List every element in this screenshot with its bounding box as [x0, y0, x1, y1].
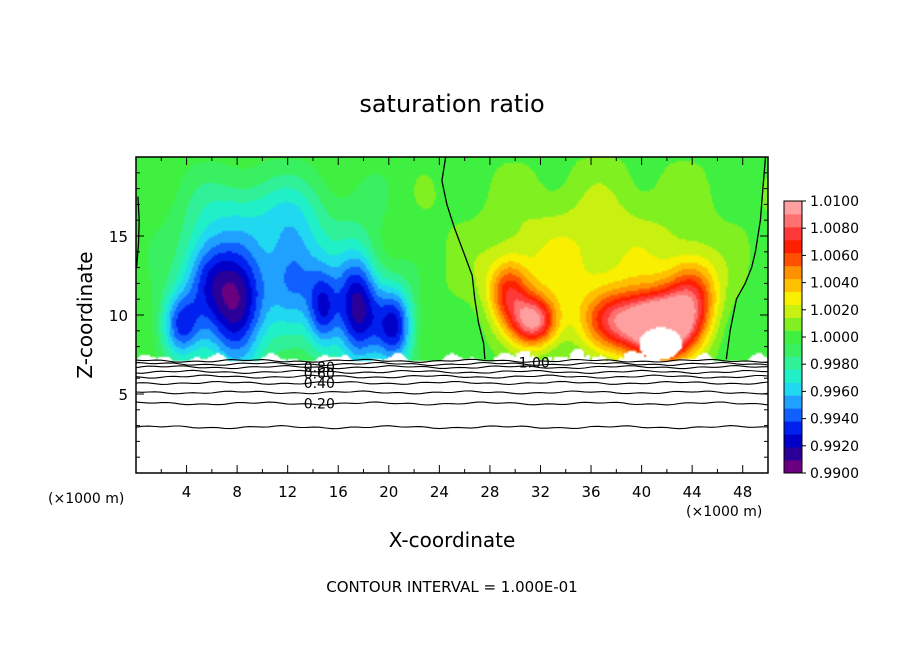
colorbar-swatch [784, 343, 802, 357]
contour-line [135, 401, 769, 406]
colorbar-swatch [784, 252, 802, 267]
contour-line [135, 390, 769, 395]
contour-line [135, 365, 769, 370]
x-tick-label: 40 [632, 483, 651, 501]
contour-lines [135, 156, 769, 430]
x-axis-ticks: 4 8 12 16 20 24 28 32 36 40 44 48 [160, 157, 752, 501]
x-tick-label: 24 [430, 483, 449, 501]
contour-label: 0.60 [304, 367, 335, 383]
contour-labels: 0.800.600.40 0.20 1.00 [304, 355, 550, 412]
contour-line [135, 358, 769, 363]
colorbar-swatch [784, 434, 802, 448]
x-tick-label: 36 [581, 483, 600, 501]
x-tick-label: 12 [278, 483, 297, 501]
colorbar-swatch [784, 460, 802, 474]
contour-line [135, 369, 768, 374]
contour-line [135, 374, 769, 379]
x-tick-label: 32 [531, 483, 550, 501]
x-tick-label: 16 [329, 483, 348, 501]
colorbar-label: 1.0060 [810, 248, 859, 264]
colorbar-swatch [784, 304, 802, 318]
plot-area: 0.800.600.400.201.00 4 8 12 16 20 24 28 32 36 40 4… [109, 156, 769, 501]
colorbar-swatch [784, 239, 802, 254]
x-unit-label-right: (×1000 m) [686, 504, 762, 520]
contour-line [135, 361, 769, 367]
colorbar-swatch [784, 395, 802, 409]
colorbar-label: 0.9960 [810, 384, 859, 400]
x-axis-label: X-coordinate [389, 528, 516, 552]
y-tick-label: 10 [109, 307, 128, 325]
colorbar-swatch [784, 356, 802, 370]
y-tick-label: 15 [109, 228, 128, 246]
saturation-field [136, 157, 768, 473]
x-tick-label: 44 [683, 483, 702, 501]
contour-line [135, 380, 769, 386]
saturation-boundary-line [725, 156, 767, 360]
colorbar-label: 1.0020 [810, 303, 859, 319]
colorbar-swatch [784, 382, 802, 396]
colorbar: 1.0100 1.0080 1.0060 1.0040 1.0020 1.0000 0.99… [783, 194, 859, 482]
colorbar-swatch [784, 421, 802, 435]
colorbar-swatch [784, 408, 802, 422]
y-axis-ticks: 5 10 15 [109, 172, 768, 458]
colorbar-label: 1.0040 [810, 276, 859, 292]
y-axis-label: Z-coordinate [73, 251, 97, 378]
contour-label: 0.40 [304, 376, 335, 392]
colorbar-swatch [784, 278, 802, 293]
x-tick-label: 4 [182, 483, 192, 501]
saturation-boundary-line [441, 156, 486, 360]
colorbar-label: 0.9980 [810, 357, 859, 373]
colorbar-label: 0.9920 [810, 439, 859, 455]
contour-label: 1.00 [519, 355, 550, 371]
x-unit-label-left: (×1000 m) [48, 491, 124, 507]
contour-label: 0.20 [304, 397, 335, 413]
colorbar-swatch [784, 213, 802, 228]
colorbar-swatch [784, 226, 802, 241]
contour-line [135, 425, 769, 430]
colorbar-swatch [784, 369, 802, 383]
colorbar-label: 0.9940 [810, 412, 859, 428]
colorbar-label: 1.0000 [810, 330, 859, 346]
contour-interval-footer: CONTOUR INTERVAL = 1.000E-01 [326, 578, 577, 596]
contour-label: 0.80 [304, 360, 335, 376]
x-tick-label: 28 [480, 483, 499, 501]
x-tick-label: 20 [379, 483, 398, 501]
colorbar-swatch [784, 265, 802, 280]
x-tick-label: 48 [733, 483, 752, 501]
colorbar-swatch [784, 447, 802, 461]
colorbar-swatch [784, 291, 802, 306]
colorbar-label: 1.0100 [810, 194, 859, 210]
colorbar-swatch [784, 317, 802, 331]
colorbar-label: 0.9900 [810, 466, 859, 482]
colorbar-swatch [784, 201, 802, 215]
y-tick-label: 5 [118, 386, 128, 404]
x-tick-label: 8 [232, 483, 242, 501]
chart-title: saturation ratio [359, 90, 544, 118]
colorbar-label: 1.0080 [810, 221, 859, 237]
colorbar-swatch [784, 330, 802, 344]
saturation-boundary-line [135, 196, 140, 268]
